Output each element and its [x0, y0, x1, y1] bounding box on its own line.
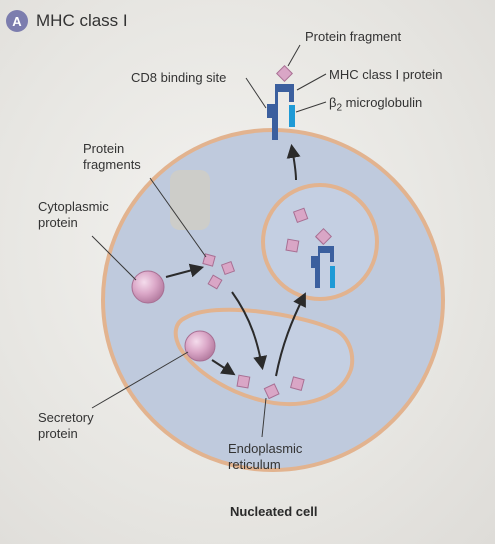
- b2-rest: microglobulin: [342, 95, 423, 110]
- label-line: Cytoplasmic: [38, 199, 109, 214]
- arrow-secretory-to-er: [211, 359, 236, 376]
- protein-fragment: [290, 376, 305, 391]
- leader-b2m: [295, 101, 327, 113]
- arrow-cytoplasm-to-fragments: [165, 263, 205, 278]
- label-secretory-protein: Secretory protein: [38, 410, 94, 442]
- leader-mhc-protein: [296, 73, 327, 91]
- label-line: Protein: [83, 141, 125, 156]
- protein-fragment: [236, 374, 251, 389]
- label-line: reticulum: [228, 457, 281, 472]
- label-line: protein: [38, 215, 78, 230]
- mhc-class-i-vesicle: [311, 246, 335, 288]
- figure-title: MHC class I: [36, 11, 128, 30]
- leader-er: [261, 397, 267, 438]
- protein-fragment: [285, 238, 300, 253]
- cytoplasmic-protein: [131, 270, 165, 304]
- protein-fragment: [220, 260, 236, 276]
- arrow-fragments-to-er: [231, 291, 268, 371]
- label-line: Endoplasmic: [228, 441, 303, 456]
- label-protein-fragment: Protein fragment: [305, 29, 402, 44]
- leader-secretory: [91, 351, 189, 409]
- protein-fragment: [263, 383, 280, 400]
- b2-beta: β: [329, 95, 337, 110]
- label-b2-microglobulin: β2 microglobulin: [329, 95, 422, 117]
- er-protein-fragments: [236, 374, 305, 400]
- mhc-class-i-surface: [267, 84, 295, 140]
- leader-protein-fragments: [149, 177, 207, 258]
- leader-cd8-site: [245, 77, 267, 109]
- b2-subscript: 2: [336, 102, 343, 114]
- label-cd8-binding-site: CD8 binding site: [131, 70, 227, 85]
- arrow-er-to-vesicle: [275, 292, 306, 377]
- leader-protein-fragment: [287, 44, 301, 67]
- label-mhc-class-i-protein: MHC class I protein: [329, 67, 443, 82]
- secretory-protein: [184, 330, 216, 362]
- label-line: Secretory: [38, 410, 94, 425]
- protein-fragment: [207, 274, 223, 290]
- vesicle-mhc-fragment: [315, 228, 332, 245]
- label-cytoplasmic-protein: Cytoplasmic protein: [38, 199, 109, 231]
- secretory-vesicle: [261, 183, 379, 301]
- arrow-vesicle-to-surface: [286, 143, 301, 181]
- surface-protein-fragment: [276, 65, 293, 82]
- label-line: fragments: [83, 157, 141, 172]
- background-window-glow: [170, 170, 210, 230]
- panel-badge: A: [6, 10, 28, 32]
- label-nucleated-cell: Nucleated cell: [230, 504, 318, 519]
- protein-fragment: [292, 207, 309, 223]
- cytoplasm-protein-fragments: [202, 253, 236, 290]
- label-endoplasmic-reticulum: Endoplasmic reticulum: [228, 441, 302, 473]
- figure-header: A MHC class I: [6, 7, 128, 35]
- process-arrows: [165, 143, 306, 377]
- leader-cytoplasmic: [91, 235, 137, 281]
- label-protein-fragments: Protein fragments: [83, 141, 141, 173]
- label-line: protein: [38, 426, 78, 441]
- leader-lines: [91, 44, 327, 438]
